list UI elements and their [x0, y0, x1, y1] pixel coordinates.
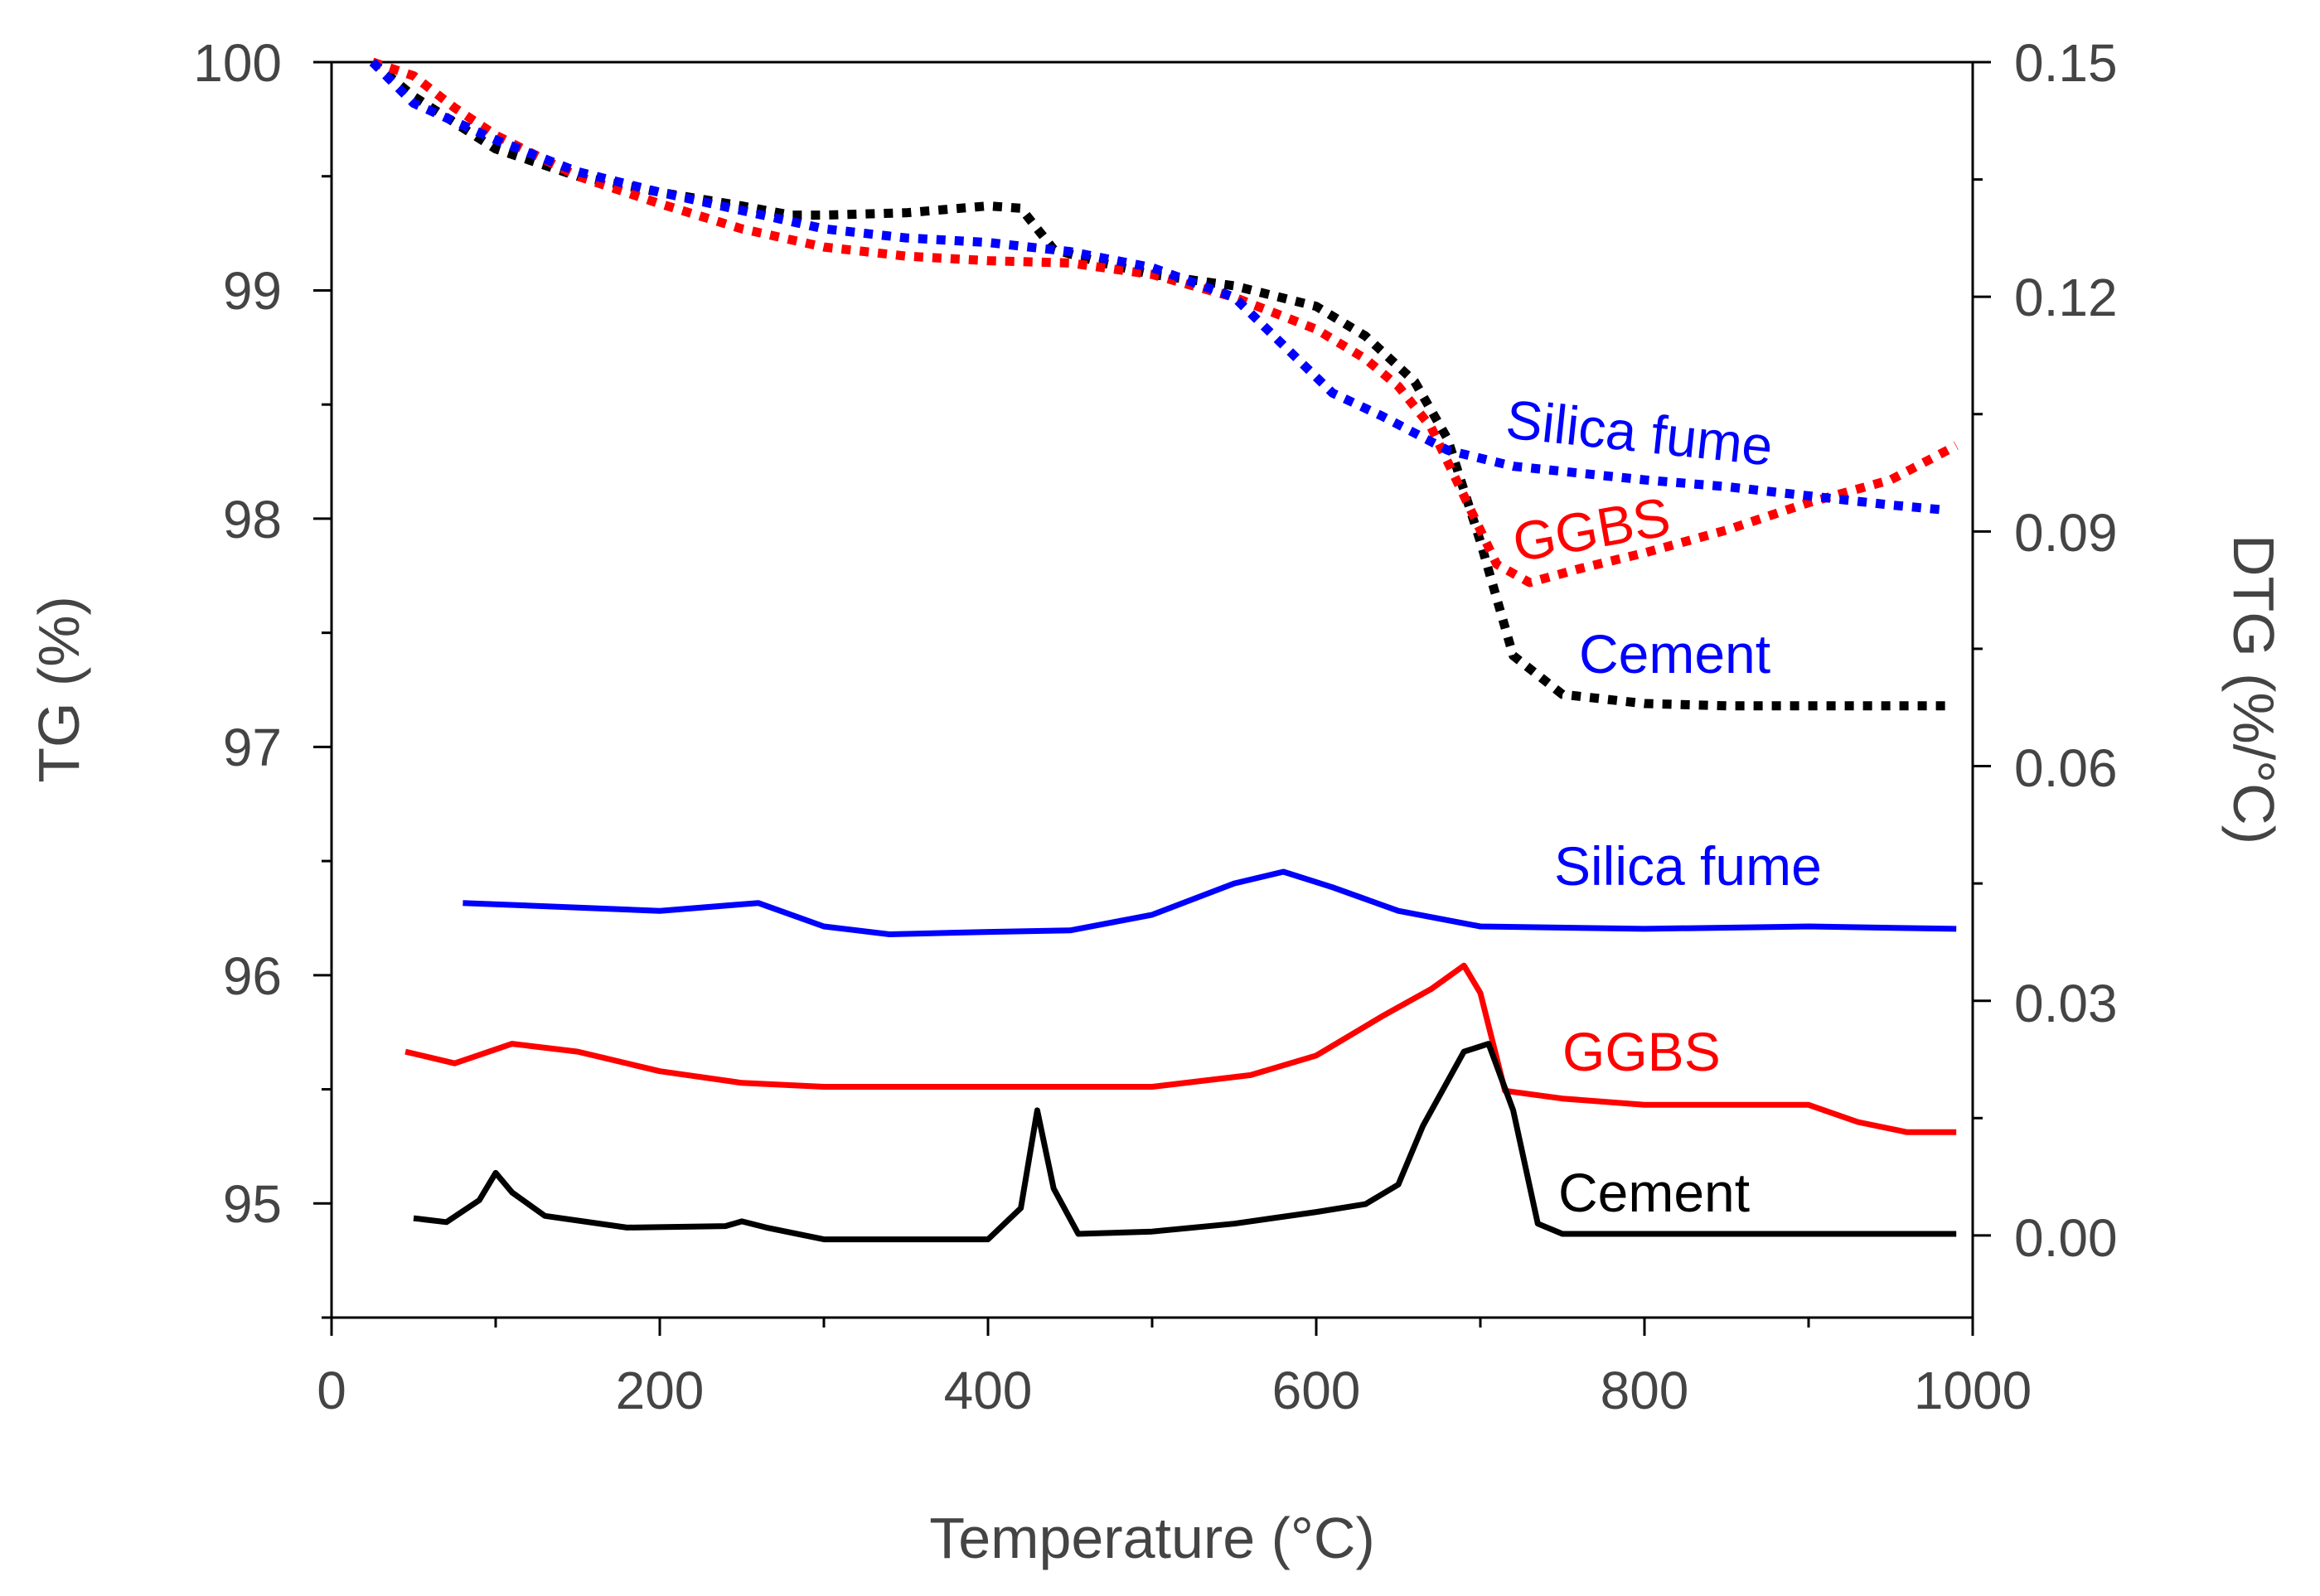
y-left-tick-labels: 100 99 98 97 96 95 [193, 33, 282, 1234]
y-right-tick-label: 0.00 [2014, 1208, 2118, 1268]
annotation-dtg-cement: Cement [1558, 1162, 1750, 1223]
y-left-tick-label: 95 [223, 1174, 282, 1234]
y-right-axis-title: DTG (%/°C) [2221, 534, 2286, 844]
x-tick-label: 1000 [1914, 1361, 2032, 1420]
y-right-tick-label: 0.06 [2014, 738, 2118, 798]
annotation-tg-ggbs: GGBS [1509, 486, 1675, 573]
dtg-series-ggbs [404, 962, 1957, 1135]
y-left-axis-title: TG (%) [27, 596, 91, 783]
y-left-tick-label: 97 [223, 718, 282, 777]
series-group [369, 57, 1959, 1243]
tg-series-silica-fume [369, 59, 1940, 515]
y-left-tick-label: 98 [223, 490, 282, 549]
x-tick-label: 600 [1272, 1361, 1361, 1420]
annotation-tg-silica-fume: Silica fume [1504, 388, 1776, 476]
plot-frame [330, 60, 1974, 1319]
x-tick-label: 0 [317, 1361, 346, 1420]
annotation-tg-cement: Cement [1579, 623, 1770, 684]
y-left-tick-label: 96 [223, 946, 282, 1006]
dtg-series-cement [413, 1041, 1957, 1243]
y-right-tick-labels: 0.15 0.12 0.09 0.06 0.03 0.00 [2014, 33, 2118, 1268]
x-tick-labels: 0 200 400 600 800 1000 [317, 1361, 2032, 1420]
y-left-tick-label: 100 [193, 33, 282, 93]
y-left-tick-label: 99 [223, 261, 282, 321]
x-axis-title: Temperature (°C) [929, 1506, 1375, 1570]
x-tick-label: 200 [616, 1361, 705, 1420]
tg-series-cement [369, 58, 1949, 711]
y-right-tick-label: 0.12 [2014, 268, 2118, 327]
x-tick-label: 800 [1601, 1361, 1689, 1420]
x-tick-label: 400 [944, 1361, 1033, 1420]
annotation-dtg-silica-fume: Silica fume [1554, 835, 1822, 897]
annotation-dtg-ggbs: GGBS [1562, 1021, 1721, 1082]
tick-marks [313, 60, 1991, 1336]
y-right-tick-label: 0.03 [2014, 974, 2118, 1033]
y-right-tick-label: 0.09 [2014, 503, 2118, 563]
y-right-tick-label: 0.15 [2014, 33, 2118, 93]
tg-series-ggbs [371, 57, 1959, 588]
dtg-series-silica-fume [463, 868, 1957, 937]
